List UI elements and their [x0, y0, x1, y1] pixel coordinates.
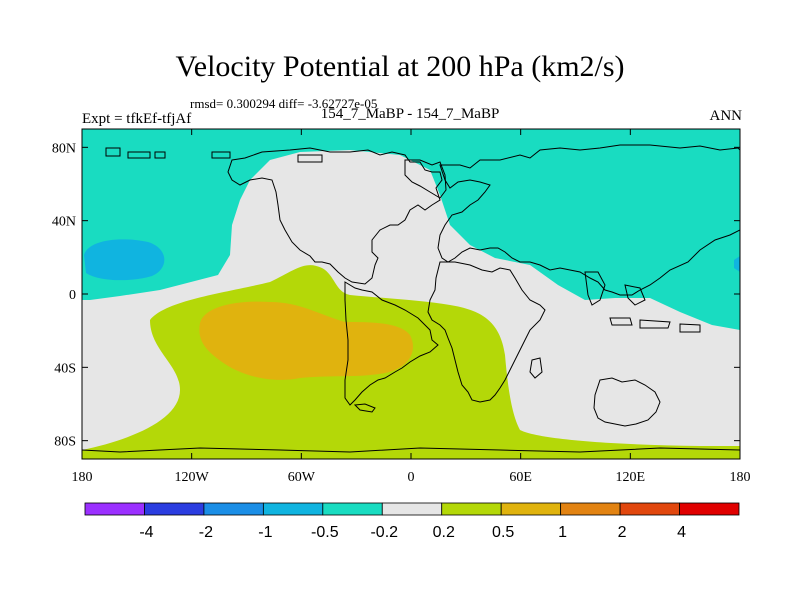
latitude-axis: 80N 40N 0 40S 80S: [52, 141, 740, 450]
lat-tick-label: 80N: [52, 141, 76, 156]
coastline-south-asia: [584, 271, 646, 306]
longitude-axis: 180 120W 60W 0 60E 120E 180: [72, 129, 751, 485]
coastline-antarctica: [82, 447, 740, 453]
colorbar-swatch: [679, 502, 740, 516]
colorbar-swatch: [203, 502, 264, 516]
colorbar-label: -2: [199, 524, 213, 541]
contour-region-neg-small: [82, 129, 740, 330]
experiment-label: Expt = tfkEf-tfjAf: [82, 111, 192, 127]
lat-tick-label: 0: [69, 288, 76, 303]
coastline-layer: [82, 144, 740, 453]
coastline-indonesia: [609, 317, 701, 333]
colorbar-label: -0.2: [370, 524, 398, 541]
lon-tick-label: 180: [72, 470, 93, 485]
case-label: 154_7_MaBP - 154_7_MaBP: [320, 106, 500, 122]
lat-tick-label: 40S: [54, 361, 76, 376]
colorbar-swatch: [441, 502, 502, 516]
contour-region-pos-medium: [199, 301, 413, 380]
contour-fill-layer: [82, 129, 740, 459]
colorbar-swatch: [84, 502, 145, 516]
colorbar-swatch: [381, 502, 443, 516]
colorbar-swatch: [262, 502, 324, 516]
coastline-africa: [427, 261, 546, 403]
colorbar-label: 0.5: [492, 524, 514, 541]
lat-tick-label: 40N: [52, 215, 76, 230]
coastline-madagascar: [529, 357, 543, 379]
colorbar-label: -4: [139, 524, 153, 541]
colorbar-label: -1: [258, 524, 272, 541]
lon-tick-label: 60E: [509, 470, 532, 485]
colorbar-swatch: [322, 502, 383, 516]
coastline-australia: [593, 377, 661, 427]
coastline-greenland: [404, 159, 447, 199]
colorbar-label: -0.5: [311, 524, 339, 541]
colorbar: -4 -2 -1 -0.5 -0.2 0.2 0.5 1 2 4: [84, 502, 740, 541]
colorbar-label: 2: [618, 524, 627, 541]
coastline-north-america: [227, 147, 443, 285]
stats-label: rmsd= 0.300294 diff= -3.62727e-05: [190, 96, 378, 111]
lat-tick-label: 80S: [54, 435, 76, 450]
coastline-eurasia: [437, 144, 740, 296]
coastline-south-america-tip: [353, 403, 376, 413]
lon-tick-label: 60W: [288, 470, 316, 485]
coastline-south-america: [344, 281, 439, 406]
page-title: Velocity Potential at 200 hPa (km2/s): [175, 50, 625, 83]
colorbar-swatch: [144, 502, 205, 516]
coastline-arctic-islands: [105, 147, 323, 163]
colorbar-swatch: [560, 502, 621, 516]
colorbar-label: 1: [558, 524, 567, 541]
season-label: ANN: [709, 108, 743, 124]
colorbar-swatch: [619, 502, 680, 516]
colorbar-label: 4: [677, 524, 686, 541]
colorbar-swatch: [500, 502, 562, 516]
lon-tick-label: 180: [730, 470, 751, 485]
lon-tick-label: 120W: [175, 470, 210, 485]
colorbar-label: 0.2: [433, 524, 455, 541]
contour-region-neg-medium: [84, 239, 165, 281]
lon-tick-label: 0: [408, 470, 415, 485]
lon-tick-label: 120E: [616, 470, 646, 485]
contour-region-neg-medium-east: [734, 256, 740, 272]
